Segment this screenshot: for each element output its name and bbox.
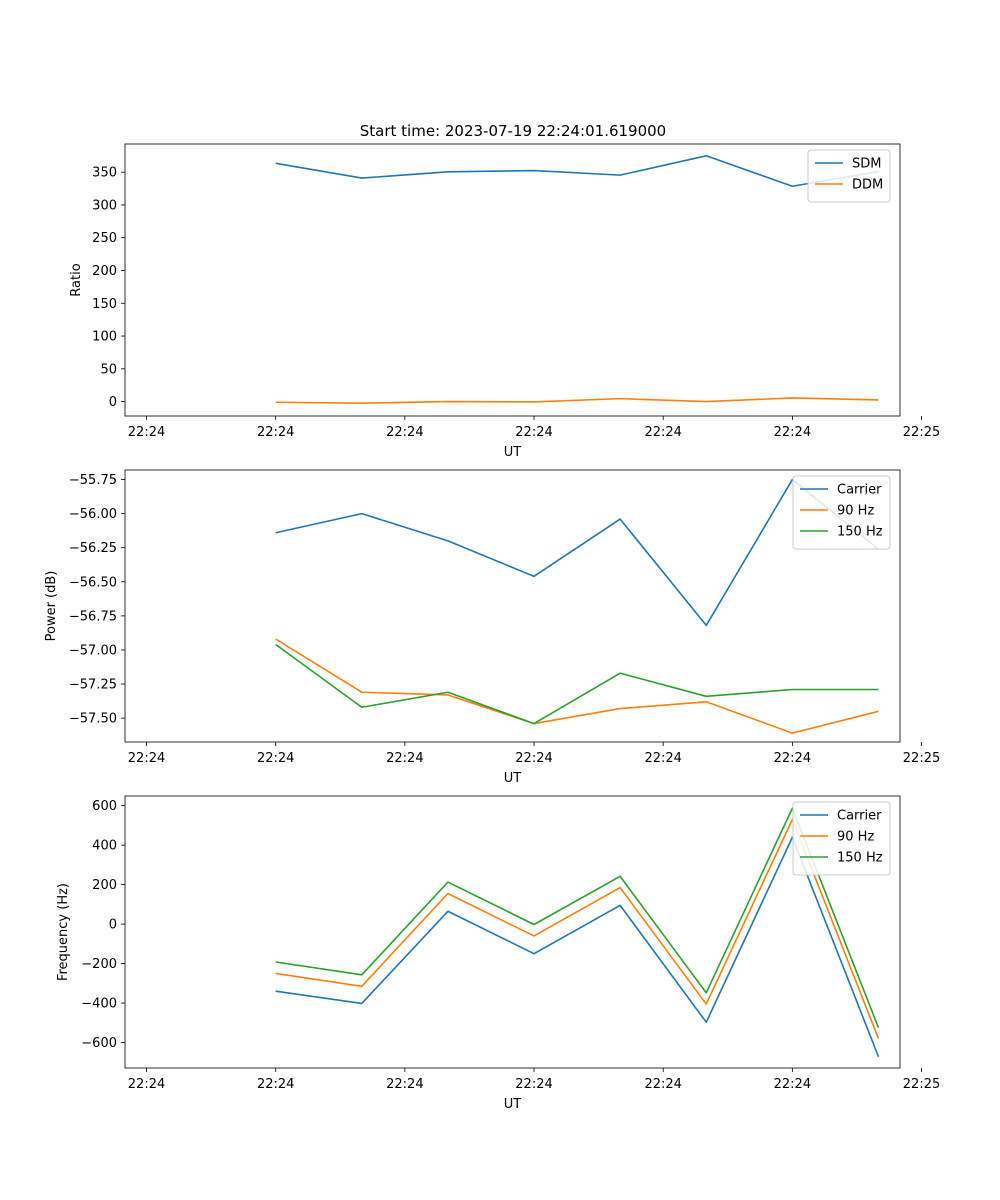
legend-label: 90 Hz [837, 830, 874, 845]
y-tick-label: −56.00 [69, 507, 117, 522]
x-tick-label: 22:24 [515, 1077, 552, 1092]
y-tick-label: −55.75 [69, 473, 117, 488]
x-tick-label: 22:24 [257, 751, 294, 766]
y-tick-label: −600 [81, 1036, 117, 1051]
x-tick-label: 22:24 [386, 751, 423, 766]
subplot-2: 22:24 22:24 22:24 22:24 22:24 22:24 22:25 −57.5… [44, 469, 940, 786]
series-line-150-hz [275, 807, 880, 1029]
x-tick-label: 22:24 [515, 425, 552, 440]
y-tick-label: 350 [92, 166, 117, 181]
y-tick-label: 200 [92, 878, 117, 893]
subplots: 22:24 22:24 22:24 22:24 22:24 22:24 22:25 0 50 10… [44, 143, 940, 1112]
series-line-90-hz [275, 638, 879, 734]
x-tick-label: 22:24 [644, 1077, 681, 1092]
y-tick-label: 400 [92, 839, 117, 854]
y-tick-label: −57.00 [69, 643, 117, 658]
series-line-90-hz [275, 818, 880, 1039]
x-tick-label: 22:25 [903, 1077, 940, 1092]
x-axis-label: UT [504, 1097, 522, 1112]
legend-label: Carrier [837, 483, 882, 498]
x-tick-label: 22:24 [644, 751, 681, 766]
series-line-carrier [275, 478, 879, 627]
y-tick-label: 50 [100, 362, 117, 377]
y-tick-label: 0 [109, 395, 117, 410]
x-tick-label: 22:24 [386, 1077, 423, 1092]
x-tick-label: 22:24 [386, 425, 423, 440]
y-tick-label: −400 [81, 997, 117, 1012]
series-line-carrier [275, 836, 880, 1058]
legend-label: DDM [852, 178, 883, 193]
x-tick-label: 22:24 [128, 425, 165, 440]
y-tick-label: −200 [81, 957, 117, 972]
subplot-3: 22:24 22:24 22:24 22:24 22:24 22:24 22:25 −600 −… [56, 795, 940, 1112]
x-tick-label: 22:24 [644, 425, 681, 440]
series-line-sdm [275, 155, 879, 188]
y-tick-label: −56.25 [69, 541, 117, 556]
legend-label: 90 Hz [837, 504, 874, 519]
subplot-1: 22:24 22:24 22:24 22:24 22:24 22:24 22:25 0 50 10… [69, 143, 940, 460]
y-axis-label: Frequency (Hz) [56, 883, 71, 981]
x-tick-label: 22:24 [774, 425, 811, 440]
legend: Carrier 90 Hz 150 Hz [792, 801, 891, 876]
y-tick-label: 100 [92, 330, 117, 345]
y-tick-label: −57.25 [69, 678, 117, 693]
x-tick-label: 22:24 [128, 1077, 165, 1092]
x-tick-label: 22:24 [515, 751, 552, 766]
y-tick-label: 600 [92, 799, 117, 814]
chart-title: Start time: 2023-07-19 22:24:01.619000 [360, 122, 666, 140]
y-axis-label: Power (dB) [44, 571, 59, 642]
series-line-150-hz [275, 643, 879, 725]
y-tick-label: −56.75 [69, 609, 117, 624]
legend-label: Carrier [837, 809, 882, 824]
y-tick-label: 0 [109, 918, 117, 933]
x-tick-label: 22:24 [257, 1077, 294, 1092]
legend: SDM DDM [807, 149, 891, 203]
legend-label: 150 Hz [837, 851, 883, 866]
x-axis-label: UT [504, 771, 522, 786]
y-tick-label: −57.50 [69, 712, 117, 727]
legend-label: SDM [852, 157, 881, 172]
x-tick-label: 22:25 [903, 425, 940, 440]
legend-label: 150 Hz [837, 525, 883, 540]
y-tick-label: −56.50 [69, 575, 117, 590]
axes-frame [124, 143, 901, 417]
x-tick-label: 22:24 [774, 751, 811, 766]
x-axis-label: UT [504, 445, 522, 460]
x-tick-label: 22:24 [774, 1077, 811, 1092]
y-tick-label: 250 [92, 231, 117, 246]
series-line-ddm [275, 397, 879, 405]
axes-frame [124, 469, 901, 743]
x-tick-label: 22:25 [903, 751, 940, 766]
axes-frame [124, 795, 901, 1069]
x-tick-label: 22:24 [257, 425, 294, 440]
y-tick-label: 200 [92, 264, 117, 279]
x-tick-label: 22:24 [128, 751, 165, 766]
y-axis-label: Ratio [69, 263, 84, 296]
y-tick-label: 300 [92, 198, 117, 213]
y-tick-label: 150 [92, 297, 117, 312]
legend: Carrier 90 Hz 150 Hz [792, 475, 891, 550]
